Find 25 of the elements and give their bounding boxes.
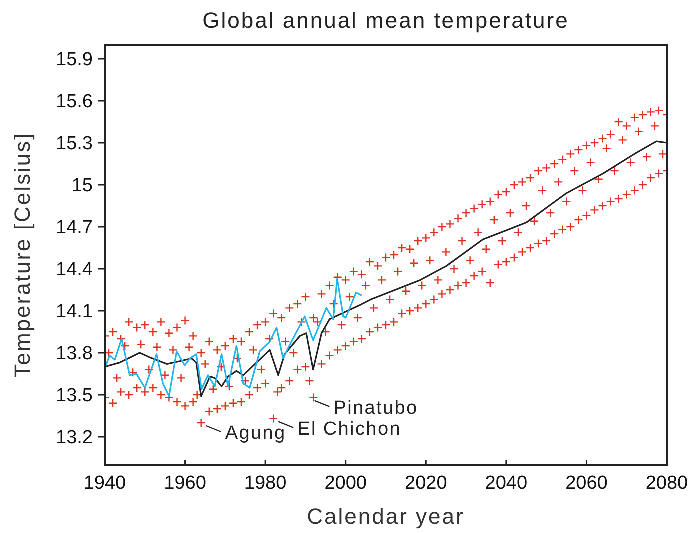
x-tick-label: 2020 xyxy=(405,473,448,494)
y-tick-label: 13.8 xyxy=(56,344,93,365)
y-tick-label: 13.5 xyxy=(56,386,93,407)
x-axis-title: Calendar year xyxy=(307,504,465,529)
x-tick-label: 2040 xyxy=(485,473,528,494)
x-tick-label: 2080 xyxy=(646,473,688,494)
annotation: Agung xyxy=(225,423,286,444)
chart-title: Global annual mean temperature xyxy=(202,8,570,33)
y-tick-label: 15.3 xyxy=(56,134,93,155)
x-tick-label: 2060 xyxy=(566,473,608,494)
y-tick-label: 14.4 xyxy=(56,260,94,281)
line-series xyxy=(105,278,363,398)
y-tick-label: 15 xyxy=(72,176,93,197)
y-tick-label: 15.6 xyxy=(56,92,93,113)
y-tick-label: 13.2 xyxy=(56,428,93,449)
y-axis-title: Temperature [Celsius] xyxy=(10,132,35,378)
y-tick-label: 14.7 xyxy=(56,218,93,239)
x-tick-label: 1940 xyxy=(84,473,126,494)
annotation: Pinatubo xyxy=(334,398,418,419)
annotation: El Chichon xyxy=(298,418,402,440)
y-tick-label: 15.9 xyxy=(56,50,93,71)
x-tick-label: 1980 xyxy=(244,473,287,494)
y-tick-label: 14.1 xyxy=(56,302,93,323)
x-tick-label: 2000 xyxy=(324,473,367,494)
x-tick-label: 1960 xyxy=(164,473,206,494)
